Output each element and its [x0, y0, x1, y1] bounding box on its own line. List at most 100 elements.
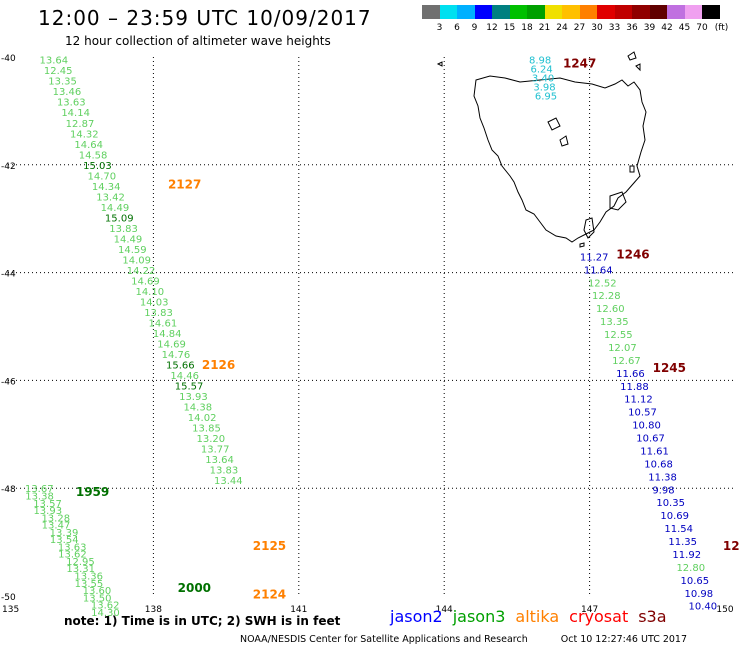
- lat-tick-label: -48: [1, 485, 16, 495]
- flinders-islet-3: [635, 63, 641, 72]
- wave-height-value: 10.40: [689, 602, 718, 613]
- footer: NOAA/NESDIS Center for Satellite Applica…: [240, 634, 687, 645]
- legend-swatch: [667, 5, 685, 19]
- map-title: 12:00 – 23:59 UTC 10/09/2017: [38, 6, 372, 30]
- wave-height-value: 10.65: [680, 576, 709, 587]
- legend-label: 33: [608, 23, 621, 33]
- legend-label: 36: [626, 23, 638, 33]
- wave-height-value: 13.93: [179, 392, 208, 403]
- wave-height-value: 10.68: [644, 459, 673, 470]
- wave-height-value: 3.40: [532, 73, 554, 84]
- legend-label: 12: [486, 23, 498, 33]
- satellite-label-altika: altika: [515, 607, 560, 626]
- wave-height-value: 13.31: [66, 564, 95, 575]
- tasmania-east-peninsula: [609, 191, 627, 211]
- wave-height-value: 9.98: [652, 485, 674, 496]
- wave-height-value: 14.34: [92, 182, 121, 193]
- wave-height-value: 11.54: [664, 524, 693, 535]
- legend-swatch: [439, 5, 457, 19]
- legend-swatch: [684, 5, 702, 19]
- wave-height-value: 12.95: [66, 557, 95, 568]
- wave-height-value: 14.32: [70, 129, 99, 140]
- flinders-islet-1: [436, 61, 443, 67]
- wave-height-value: 12.55: [604, 330, 633, 341]
- pass-time-label: 2124: [253, 587, 286, 601]
- wave-height-value: 10.35: [656, 498, 685, 509]
- wave-height-value: 13.85: [192, 424, 221, 435]
- wave-height-labels: 13.6412.4513.3513.4613.6314.1412.8714.32…: [25, 56, 740, 619]
- wave-height-value: 6.24: [530, 65, 552, 76]
- wave-height-value: 14.58: [79, 150, 108, 161]
- legend-label: 45: [678, 23, 691, 33]
- pass-time-label: 124: [723, 539, 740, 553]
- map-note: note: 1) Time is in UTC; 2) SWH is in fe…: [64, 614, 341, 628]
- legend-swatch: [562, 5, 580, 19]
- lake-1: [547, 117, 561, 131]
- pass-p1245: 1245: [653, 361, 686, 375]
- pass-time-label: 2125: [253, 539, 286, 553]
- legend-label: 18: [521, 23, 533, 33]
- legend-swatch: [579, 5, 597, 19]
- wave-height-value: 11.66: [616, 369, 645, 380]
- lat-tick-label: -46: [1, 377, 16, 387]
- wave-height-value: 6.95: [535, 91, 557, 102]
- pass-p1247: 8.986.243.403.986.95 1247: [529, 56, 596, 103]
- legend-label: 24: [556, 23, 568, 33]
- axis-ticks: 135 138 141 144 147 150 -40 -42 -44 -46 -48 -50: [1, 54, 734, 615]
- wave-height-value: 14.14: [61, 108, 90, 119]
- legend-swatch: [544, 5, 562, 19]
- wave-height-value: 13.64: [40, 56, 69, 67]
- wave-height-value: 11.35: [668, 537, 697, 548]
- pass-time-label: 2127: [168, 178, 201, 192]
- wave-height-value: 3.98: [533, 82, 555, 93]
- pass-time-label: 1246: [616, 248, 649, 262]
- lon-tick-label: 141: [290, 605, 307, 615]
- footer-timestamp: Oct 10 12:27:46 UTC 2017: [560, 634, 688, 645]
- legend-swatch: [527, 5, 545, 19]
- wave-height-value: 13.36: [74, 572, 103, 583]
- wave-height-value: 11.12: [624, 395, 653, 406]
- wave-height-value: 10.69: [660, 511, 689, 522]
- wave-height-value: 10.98: [684, 589, 713, 600]
- legend-label: 27: [573, 23, 586, 33]
- legend-label: 3: [436, 23, 443, 33]
- lon-tick-label: 138: [145, 605, 162, 615]
- legend-swatch: [509, 5, 527, 19]
- wave-height-value: 13.77: [201, 445, 230, 456]
- wave-height-value: 13.83: [109, 224, 138, 235]
- legend-label: 21: [538, 23, 551, 33]
- maria-island: [629, 165, 635, 173]
- wave-height-value: 11.27: [580, 252, 609, 263]
- wave-height-value: 12.67: [612, 356, 641, 367]
- wave-height-value: 14.61: [149, 318, 178, 329]
- legend-swatch: [649, 5, 667, 19]
- wave-height-value: 14.69: [157, 339, 186, 350]
- wave-height-value: 13.20: [197, 434, 226, 445]
- pass-time-label: 1959: [76, 485, 109, 499]
- wave-height-value: 8.98: [529, 56, 551, 67]
- legend-label: 30: [591, 23, 603, 33]
- wave-height-value: 14.02: [188, 413, 217, 424]
- wave-height-value: 14.84: [153, 329, 182, 340]
- wave-height-value: 11.38: [648, 472, 677, 483]
- legend-swatch: [597, 5, 615, 19]
- legend-swatch: [492, 5, 510, 19]
- wave-height-value: 11.61: [640, 446, 669, 457]
- wave-height-value: 13.44: [214, 476, 243, 487]
- pass-p2000: 2000: [178, 581, 211, 595]
- bruny-island: [583, 217, 595, 239]
- legend-swatch: [422, 5, 440, 19]
- wave-height-value: 13.35: [600, 317, 629, 328]
- wave-height-value: 13.64: [205, 455, 234, 466]
- lon-tick-label: 144: [436, 605, 453, 615]
- wave-height-value: 13.55: [75, 579, 104, 590]
- pass-time-label: 2126: [202, 358, 235, 372]
- wave-height-value: 15.03: [83, 161, 112, 172]
- wave-height-value: 12.80: [676, 563, 705, 574]
- wave-height-value: 10.80: [632, 421, 661, 432]
- wave-height-value: 14.69: [131, 276, 160, 287]
- legend-label: 9: [471, 23, 478, 33]
- wave-height-value: 14.22: [127, 266, 156, 277]
- legend-label: 6: [454, 23, 460, 33]
